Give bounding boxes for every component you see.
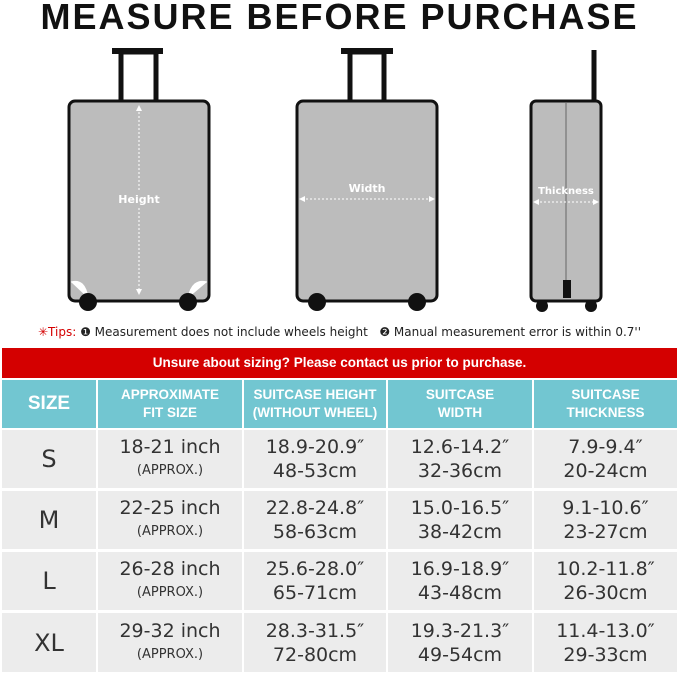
width-cell: 15.0-16.5″ 38-42cm [388,491,532,549]
approx-note: (APPROX.) [136,585,204,600]
column-header: SIZE [2,380,96,428]
thickness-inches: 10.2-11.8″ [556,558,655,580]
size-value: L [42,567,56,595]
tip-1: ❶ Measurement does not include wheels he… [80,325,368,339]
height-cell: 25.6-28.0″ 65-71cm [244,552,386,610]
header-text: FIT SIZE [143,405,197,420]
thickness-cm: 23-27cm [563,521,648,543]
tips-label: ✳Tips: [37,325,77,339]
column-header: SUITCASE HEIGHT (WITHOUT WHEEL) [244,380,386,428]
height-cm: 48-53cm [272,460,358,482]
header-text: APPROXIMATE [120,387,219,402]
thickness-cm: 26-30cm [563,582,648,604]
thickness-cm: 20-24cm [563,460,648,482]
column-header: SUITCASE WIDTH [388,380,532,428]
thickness-inches: 11.4-13.0″ [556,619,655,642]
thickness-cell: 9.1-10.6″ 23-27cm [534,491,677,549]
width-inches: 16.9-18.9″ [410,558,510,580]
page-title: MEASURE BEFORE PURCHASE [40,0,639,37]
height-cell: 22.8-24.8″ 58-63cm [244,491,386,549]
height-cm: 65-71cm [272,582,358,604]
size-cell: L [2,552,96,610]
fit-cell: 29-32 inch (APPROX.) [98,613,242,672]
height-inches: 25.6-28.0″ [265,558,365,580]
width-cm: 38-42cm [417,521,503,543]
header-text: SUITCASE HEIGHT [253,387,377,402]
height-label: Height [118,193,159,206]
thickness-cell: 10.2-11.8″ 26-30cm [534,552,677,610]
header-text: SUITCASE [571,387,640,402]
header-text: SUITCASE [425,387,495,402]
height-inches: 18.9-20.9″ [265,436,365,458]
fit-value: 18-21 inch [119,436,221,458]
approx-note: (APPROX.) [136,646,204,662]
fit-cell: 26-28 inch (APPROX.) [98,552,242,610]
width-cell: 16.9-18.9″ 43-48cm [388,552,532,610]
thickness-inches: 9.1-10.6″ [562,497,649,519]
size-value: M [38,506,60,534]
suitcase-front-height: Height [67,48,211,311]
height-inches: 22.8-24.8″ [265,497,365,519]
size-cell: S [2,430,96,488]
width-inches: 12.6-14.2″ [410,436,510,458]
width-cm: 32-36cm [417,460,503,482]
height-cm: 58-63cm [272,521,358,543]
fit-value: 29-32 inch [119,619,221,642]
header-text: SIZE [27,393,71,414]
thickness-cell: 11.4-13.0″ 29-33cm [534,613,677,672]
width-inches: 15.0-16.5″ [410,497,510,519]
height-cell: 28.3-31.5″ 72-80cm [244,613,386,672]
header-text: THICKNESS [566,405,645,420]
width-cm: 43-48cm [417,582,503,604]
tips: ✳Tips: ❶ Measurement does not include wh… [0,325,679,339]
thickness-inches: 7.9-9.4″ [568,436,643,458]
thickness-cell: 7.9-9.4″ 20-24cm [534,430,677,488]
width-inches: 19.3-21.3″ [410,619,510,642]
header-text: (WITHOUT WHEEL) [252,405,378,420]
width-cell: 19.3-21.3″ 49-54cm [388,613,532,672]
header-text: WIDTH [437,405,483,420]
thickness-cm: 29-33cm [563,643,648,666]
suitcase-side-thickness: Thickness [529,50,603,312]
width-label: Width [349,182,386,195]
column-header: SUITCASE THICKNESS [534,380,677,428]
suitcase-diagram: Height Width Thickness [67,48,603,312]
suitcase-front-width: Width [295,48,439,311]
size-cell: M [2,491,96,549]
height-cell: 18.9-20.9″ 48-53cm [244,430,386,488]
size-cell: XL [2,613,96,672]
approx-note: (APPROX.) [136,524,204,539]
fit-value: 22-25 inch [119,497,221,519]
tip-2: ❷ Manual measurement error is within 0.7… [379,325,641,339]
approx-note: (APPROX.) [136,463,204,478]
column-header: APPROXIMATE FIT SIZE [98,380,242,428]
width-cm: 49-54cm [417,643,503,666]
fit-cell: 22-25 inch (APPROX.) [98,491,242,549]
thickness-label: Thickness [538,186,594,197]
size-value: XL [34,628,64,657]
height-cm: 72-80cm [272,643,358,666]
fit-value: 26-28 inch [119,558,221,580]
width-cell: 12.6-14.2″ 32-36cm [388,430,532,488]
contact-banner: Unsure about sizing? Please contact us p… [2,348,677,378]
height-inches: 28.3-31.5″ [265,619,365,642]
fit-cell: 18-21 inch (APPROX.) [98,430,242,488]
size-value: S [41,445,57,473]
